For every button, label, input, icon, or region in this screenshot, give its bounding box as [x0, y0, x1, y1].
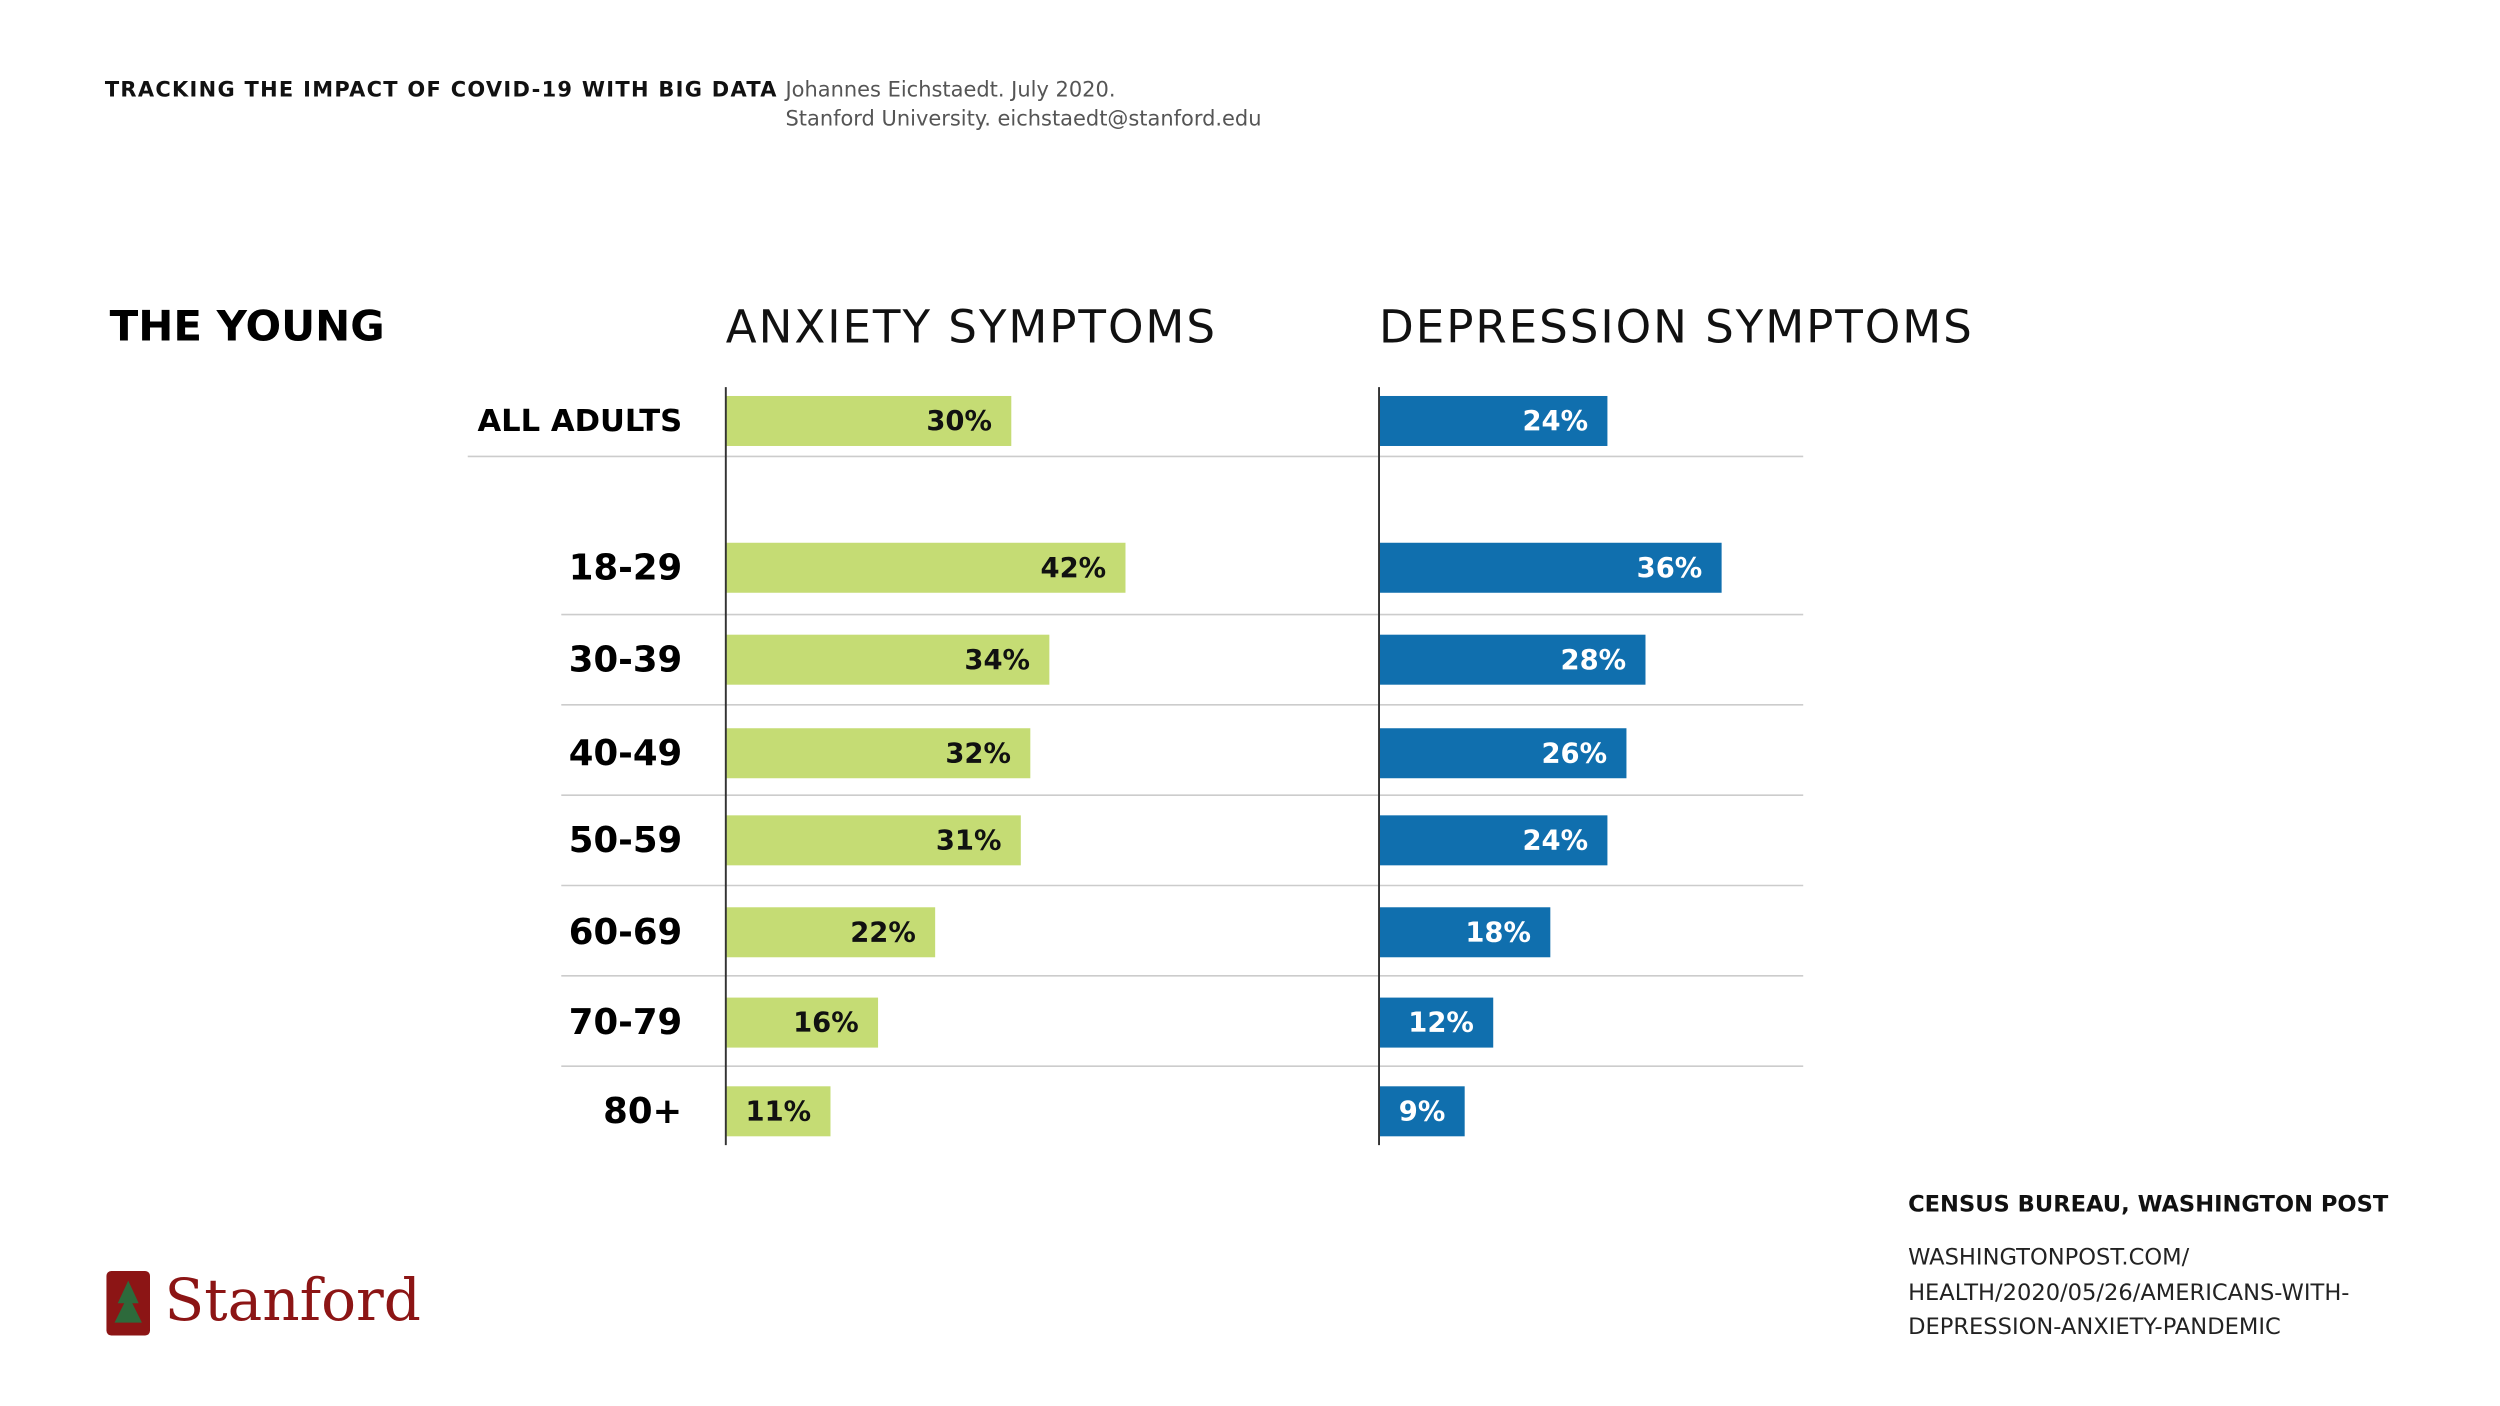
value-label: 36% — [1637, 553, 1703, 584]
value-label: 12% — [1408, 1008, 1474, 1039]
logo: Stanford — [106, 1266, 421, 1336]
value-label: 9% — [1399, 1096, 1446, 1127]
bar — [1379, 815, 1608, 866]
category-label: 30-39 — [569, 639, 682, 680]
value-label: 22% — [850, 917, 916, 948]
value-label: 28% — [1561, 645, 1627, 676]
category-label: 60-69 — [569, 912, 682, 953]
value-label: 11% — [746, 1096, 812, 1127]
bar — [1379, 634, 1646, 685]
value-label: 42% — [1041, 553, 1107, 584]
value-label: 30% — [926, 406, 992, 437]
bar — [725, 634, 1050, 685]
bar — [725, 542, 1126, 593]
category-label: 70-79 — [569, 1002, 682, 1043]
header-affiliation: Stanford University. eichstaedt@stanford… — [785, 106, 1261, 130]
category-label: ALL ADULTS — [477, 404, 682, 439]
value-label: 18% — [1465, 917, 1531, 948]
category-label: 80+ — [603, 1091, 682, 1132]
logo-text: Stanford — [165, 1266, 421, 1334]
source-title: CENSUS BUREAU, WASHINGTON POST — [1908, 1191, 2389, 1217]
bar — [1379, 1086, 1465, 1137]
chart-title: DEPRESSION SYMPTOMS — [1379, 301, 1974, 354]
category-label: 18-29 — [569, 547, 682, 588]
bar — [1379, 997, 1494, 1048]
category-label: 50-59 — [569, 820, 682, 861]
header-author: Johannes Eichstaedt. July 2020. — [783, 77, 1115, 101]
bar — [725, 815, 1021, 866]
source-line: WASHINGTONPOST.COM/ — [1908, 1245, 2190, 1271]
section-title: THE YOUNG — [110, 302, 385, 351]
value-label: 16% — [793, 1008, 859, 1039]
bar — [1379, 907, 1551, 958]
logo-tree — [114, 1280, 142, 1323]
bar — [1379, 728, 1627, 779]
bar — [725, 395, 1012, 446]
value-label: 34% — [964, 645, 1030, 676]
value-label: 31% — [936, 825, 1002, 856]
value-label: 32% — [945, 738, 1011, 769]
bar — [1379, 542, 1722, 593]
bar — [725, 997, 879, 1048]
chart-title: ANXIETY SYMPTOMS — [726, 301, 1217, 354]
bar — [725, 1086, 831, 1137]
category-label: 40-49 — [569, 733, 682, 774]
bar — [725, 907, 936, 958]
source-line: DEPRESSION-ANXIETY-PANDEMIC — [1908, 1314, 2281, 1340]
value-label: 26% — [1541, 738, 1607, 769]
bar — [725, 728, 1031, 779]
header-title: TRACKING THE IMPACT OF COVID-19 WITH BIG… — [105, 77, 778, 101]
bar — [1379, 395, 1608, 446]
value-label: 24% — [1522, 406, 1588, 437]
source-line: HEALTH/2020/05/26/AMERICANS-WITH- — [1908, 1280, 2349, 1306]
value-label: 24% — [1522, 825, 1588, 856]
